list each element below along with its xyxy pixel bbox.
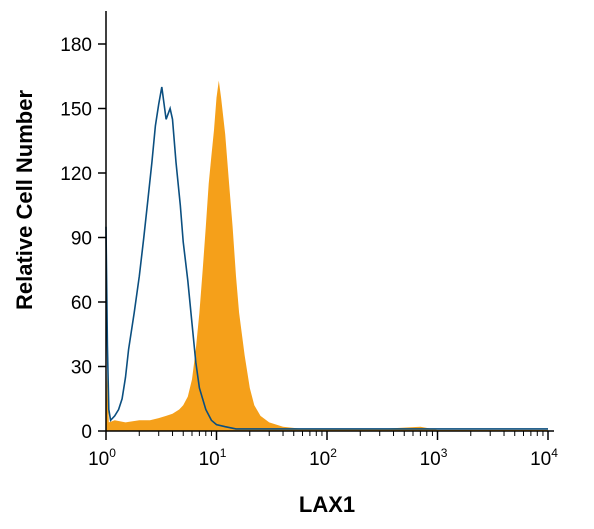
filled-histogram	[106, 80, 548, 431]
x-tick-label: 100	[88, 446, 116, 470]
outline-histogram	[105, 86, 548, 430]
x-tick-label: 102	[309, 446, 337, 470]
x-axis-title: LAX1	[299, 492, 355, 517]
y-tick-label: 30	[71, 358, 92, 379]
x-tick-label: 104	[530, 446, 558, 470]
y-tick-label: 0	[81, 422, 92, 443]
y-tick-label: 150	[60, 100, 92, 121]
y-tick-label: 120	[60, 164, 92, 185]
x-tick-label: 101	[199, 446, 227, 470]
y-tick-label: 90	[71, 229, 92, 250]
axes: 0 30 60 90 120 150 180 100 101 102 103 104	[60, 11, 558, 470]
y-tick-label: 60	[71, 293, 92, 314]
y-axis-title: Relative Cell Number	[12, 90, 37, 311]
data-layer	[105, 80, 548, 431]
x-tick-label: 103	[420, 446, 448, 470]
y-tick-label: 180	[60, 35, 92, 56]
